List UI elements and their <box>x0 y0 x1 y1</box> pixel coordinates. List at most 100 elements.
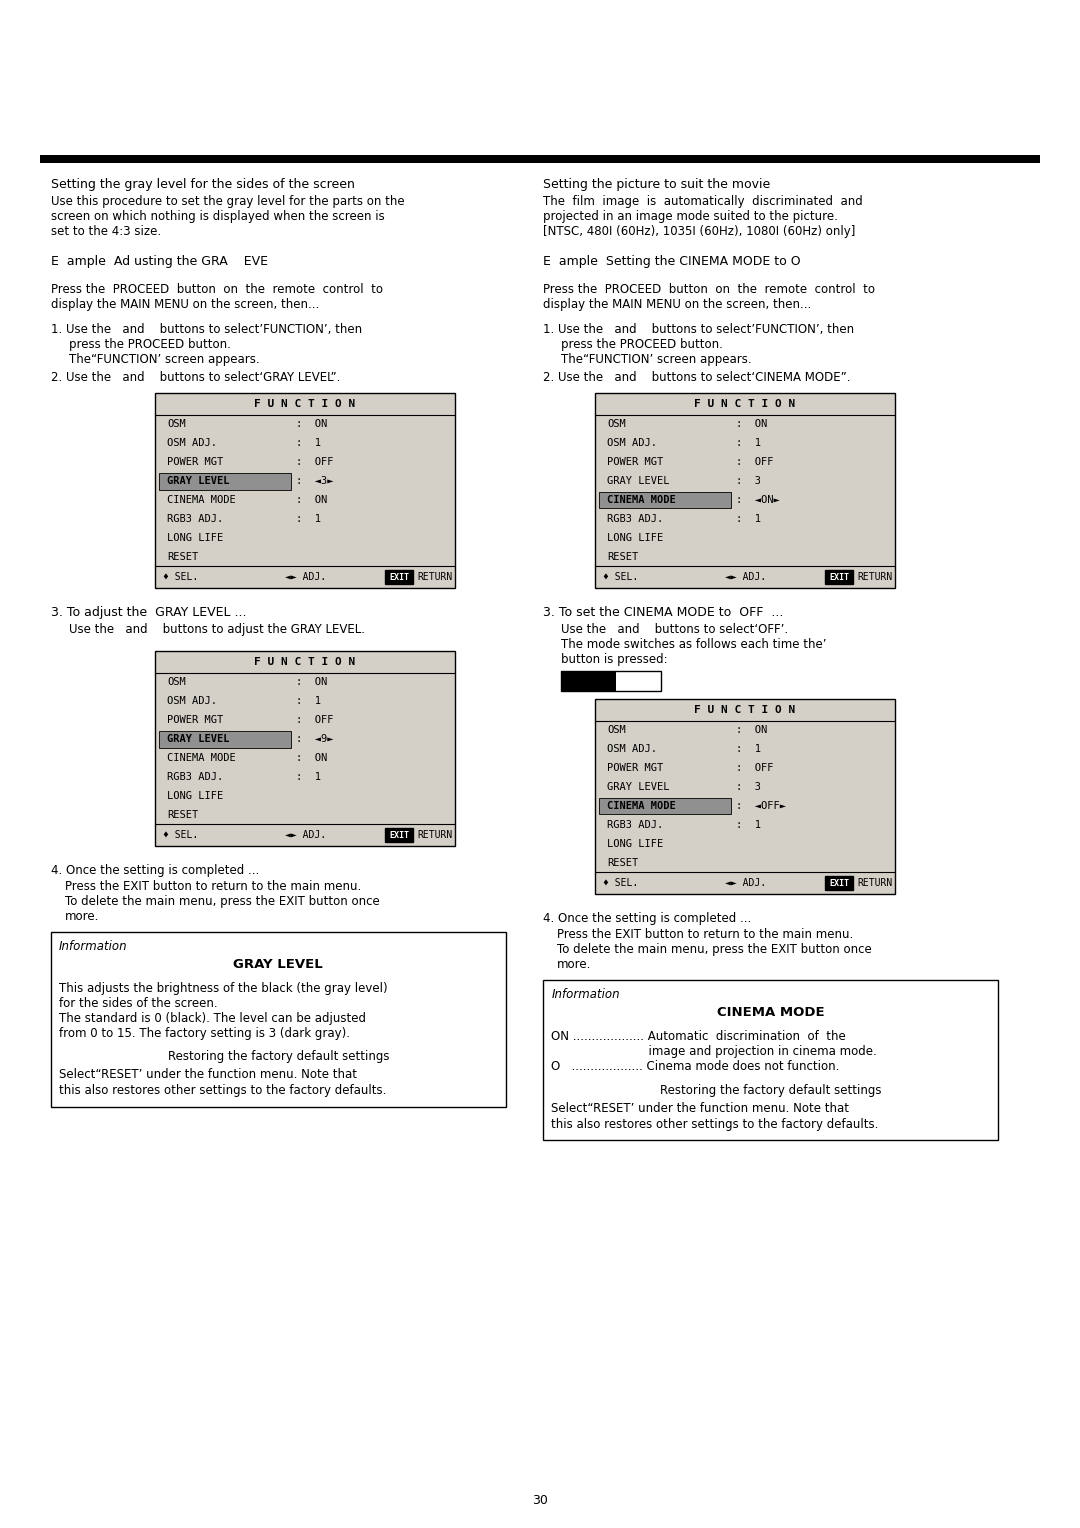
Text: display the MAIN MENU on the screen, then...: display the MAIN MENU on the screen, the… <box>51 298 319 312</box>
Bar <box>159 730 291 747</box>
Text: :  ON: : ON <box>296 677 327 688</box>
Text: E  ample  Ad usting the GRA    EVE: E ample Ad usting the GRA EVE <box>51 255 268 267</box>
Text: CINEMA MODE: CINEMA MODE <box>607 495 676 504</box>
Text: Restoring the factory default settings: Restoring the factory default settings <box>167 1050 389 1063</box>
Text: button is pressed:: button is pressed: <box>562 652 667 666</box>
Text: :  3: : 3 <box>735 782 761 792</box>
Text: To delete the main menu, press the EXIT button once: To delete the main menu, press the EXIT … <box>65 895 379 908</box>
Bar <box>562 671 617 691</box>
Text: CINEMA MODE: CINEMA MODE <box>167 495 235 504</box>
Text: ◄► ADJ.: ◄► ADJ. <box>285 830 326 840</box>
Text: RGB3 ADJ.: RGB3 ADJ. <box>607 821 663 830</box>
Text: RESET: RESET <box>607 857 638 868</box>
Text: :  1: : 1 <box>296 772 321 782</box>
Text: EXIT: EXIT <box>829 573 849 582</box>
Text: RETURN: RETURN <box>858 879 892 888</box>
Text: LONG LIFE: LONG LIFE <box>167 790 224 801</box>
Text: RGB3 ADJ.: RGB3 ADJ. <box>607 513 663 524</box>
Text: ◄► ADJ.: ◄► ADJ. <box>725 571 766 582</box>
Bar <box>599 798 731 814</box>
Text: :  ON: : ON <box>735 726 767 735</box>
Text: RESET: RESET <box>167 552 199 562</box>
Bar <box>543 979 998 1140</box>
Text: :  1: : 1 <box>296 439 321 448</box>
Bar <box>825 570 853 584</box>
Text: more.: more. <box>557 958 592 970</box>
Text: Setting the gray level for the sides of the screen: Setting the gray level for the sides of … <box>51 177 354 191</box>
Text: press the PROCEED button.: press the PROCEED button. <box>562 338 724 351</box>
Text: GRAY LEVEL: GRAY LEVEL <box>607 477 670 486</box>
Text: F U N C T I O N: F U N C T I O N <box>255 399 355 410</box>
Text: CINEMA MODE: CINEMA MODE <box>717 1005 824 1019</box>
Text: [NTSC, 480I (60Hz), 1035I (60Hz), 1080I (60Hz) only]: [NTSC, 480I (60Hz), 1035I (60Hz), 1080I … <box>543 225 855 238</box>
Text: this also restores other settings to the factory defaults.: this also restores other settings to the… <box>551 1118 879 1131</box>
Text: :  ON: : ON <box>296 420 327 429</box>
Bar <box>156 651 455 847</box>
Text: F U N C T I O N: F U N C T I O N <box>255 657 355 668</box>
Text: OSM: OSM <box>167 677 186 688</box>
Text: :  ◄OFF►: : ◄OFF► <box>735 801 786 811</box>
Text: Select“RESET’ under the function menu. Note that: Select“RESET’ under the function menu. N… <box>551 1102 849 1115</box>
Text: 4. Once the setting is completed ...: 4. Once the setting is completed ... <box>543 912 752 924</box>
Text: set to the 4:3 size.: set to the 4:3 size. <box>51 225 161 238</box>
Text: :  OFF: : OFF <box>296 457 334 468</box>
Text: RESET: RESET <box>167 810 199 819</box>
Text: screen on which nothing is displayed when the screen is: screen on which nothing is displayed whe… <box>51 209 384 223</box>
Text: ◄► ADJ.: ◄► ADJ. <box>285 571 326 582</box>
Bar <box>384 570 413 584</box>
Text: GRAY LEVEL: GRAY LEVEL <box>233 958 323 970</box>
Text: 2. Use the   and    buttons to select‘GRAY LEVEL”.: 2. Use the and buttons to select‘GRAY LE… <box>51 371 340 384</box>
Text: Use the   and    buttons to select‘OFF’.: Use the and buttons to select‘OFF’. <box>562 623 788 636</box>
Text: 1. Use the   and    buttons to select’FUNCTION’, then: 1. Use the and buttons to select’FUNCTIO… <box>51 322 362 336</box>
Text: :  1: : 1 <box>296 513 321 524</box>
Text: Setting the picture to suit the movie: Setting the picture to suit the movie <box>543 177 770 191</box>
Text: :  1: : 1 <box>735 513 761 524</box>
Text: LONG LIFE: LONG LIFE <box>167 533 224 542</box>
Text: EXIT: EXIT <box>389 831 409 839</box>
Text: GRAY LEVEL: GRAY LEVEL <box>167 733 229 744</box>
Text: The  film  image  is  automatically  discriminated  and: The film image is automatically discrimi… <box>543 196 863 208</box>
Text: press the PROCEED button.: press the PROCEED button. <box>69 338 231 351</box>
Text: :  ON: : ON <box>735 420 767 429</box>
Bar <box>40 154 1040 163</box>
Text: RGB3 ADJ.: RGB3 ADJ. <box>167 772 224 782</box>
Text: :  ◄ON►: : ◄ON► <box>735 495 780 504</box>
Text: ♦ SEL.: ♦ SEL. <box>163 830 199 840</box>
Text: 3. To set the CINEMA MODE to  OFF  ...: 3. To set the CINEMA MODE to OFF ... <box>543 607 784 619</box>
Text: :  1: : 1 <box>735 821 761 830</box>
Text: :  1: : 1 <box>735 439 761 448</box>
Text: display the MAIN MENU on the screen, then...: display the MAIN MENU on the screen, the… <box>543 298 811 312</box>
Text: :  ◄9►: : ◄9► <box>296 733 334 744</box>
Text: :  OFF: : OFF <box>735 457 773 468</box>
Text: CINEMA MODE: CINEMA MODE <box>607 801 676 811</box>
Bar <box>599 492 731 509</box>
Text: 1. Use the   and    buttons to select’FUNCTION’, then: 1. Use the and buttons to select’FUNCTIO… <box>543 322 854 336</box>
Text: POWER MGT: POWER MGT <box>607 762 663 773</box>
Text: Press the  PROCEED  button  on  the  remote  control  to: Press the PROCEED button on the remote c… <box>543 283 875 296</box>
Text: LONG LIFE: LONG LIFE <box>607 839 663 848</box>
Text: E  ample  Setting the CINEMA MODE to O: E ample Setting the CINEMA MODE to O <box>543 255 801 267</box>
Text: RGB3 ADJ.: RGB3 ADJ. <box>167 513 224 524</box>
Text: :  OFF: : OFF <box>735 762 773 773</box>
Text: RETURN: RETURN <box>417 571 453 582</box>
Bar <box>562 671 661 691</box>
Text: ♦ SEL.: ♦ SEL. <box>163 571 199 582</box>
Text: :  ON: : ON <box>296 495 327 504</box>
Text: OSM: OSM <box>607 726 625 735</box>
Text: RESET: RESET <box>607 552 638 562</box>
Text: this also restores other settings to the factory defaults.: this also restores other settings to the… <box>58 1083 387 1097</box>
Text: Information: Information <box>551 989 620 1001</box>
Text: EXIT: EXIT <box>389 573 409 582</box>
Text: Use this procedure to set the gray level for the parts on the: Use this procedure to set the gray level… <box>51 196 404 208</box>
Bar <box>159 472 291 489</box>
Text: POWER MGT: POWER MGT <box>167 715 224 726</box>
Text: Select“RESET’ under the function menu. Note that: Select“RESET’ under the function menu. N… <box>58 1068 356 1080</box>
Bar <box>617 671 661 691</box>
Text: CINEMA MODE: CINEMA MODE <box>167 753 235 762</box>
Text: ♦ SEL.: ♦ SEL. <box>603 879 638 888</box>
Text: projected in an image mode suited to the picture.: projected in an image mode suited to the… <box>543 209 838 223</box>
Text: ◄► ADJ.: ◄► ADJ. <box>725 879 766 888</box>
Text: OSM ADJ.: OSM ADJ. <box>607 439 657 448</box>
Text: GRAY LEVEL: GRAY LEVEL <box>607 782 670 792</box>
Text: :  1: : 1 <box>735 744 761 755</box>
